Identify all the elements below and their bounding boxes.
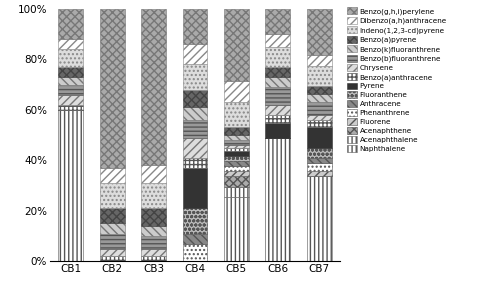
Bar [307,115,332,120]
Bar [266,105,290,115]
Bar [58,85,83,95]
Bar [224,9,249,81]
Bar [182,244,208,261]
Bar [100,256,124,261]
Bar [141,165,166,183]
Bar [100,208,124,224]
Bar [182,168,208,208]
Bar [182,158,208,168]
Bar [182,120,208,138]
Bar [224,148,249,151]
Bar [224,171,249,176]
Bar [307,163,332,171]
Legend: Benzo(g,h,i)perylene, Dibenzo(a,h)anthracene, Indeno(1,2,3-cd)pyrene, Benzo(a)py: Benzo(g,h,i)perylene, Dibenzo(a,h)anthra… [346,7,447,152]
Bar [224,135,249,140]
Bar [307,55,332,66]
Bar [100,9,124,168]
Bar [141,226,166,236]
Bar [307,148,332,158]
Bar [307,176,332,261]
Bar [266,47,290,67]
Bar [100,168,124,183]
Bar [100,183,124,208]
Bar [307,86,332,94]
Bar [307,94,332,102]
Bar [100,249,124,256]
Bar [182,64,208,90]
Bar [307,171,332,176]
Bar [100,233,124,249]
Bar [58,95,83,105]
Bar [58,49,83,67]
Bar [58,9,83,39]
Bar [307,9,332,55]
Bar [266,115,290,122]
Bar [58,67,83,77]
Bar [182,138,208,158]
Bar [266,123,290,138]
Bar [266,138,290,261]
Bar [182,44,208,64]
Bar [141,208,166,226]
Bar [307,120,332,127]
Bar [182,208,208,233]
Bar [224,140,249,146]
Bar [224,156,249,161]
Bar [224,166,249,171]
Bar [224,81,249,102]
Bar [224,187,249,197]
Bar [182,233,208,244]
Bar [141,9,166,165]
Bar [224,151,249,156]
Bar [307,66,332,86]
Bar [224,102,249,127]
Bar [266,87,290,105]
Bar [58,39,83,49]
Bar [141,256,166,261]
Bar [266,34,290,47]
Bar [182,90,208,108]
Bar [182,108,208,120]
Bar [266,9,290,34]
Bar [100,224,124,233]
Bar [266,67,290,77]
Bar [307,102,332,115]
Bar [58,110,83,261]
Bar [58,77,83,85]
Bar [224,176,249,187]
Bar [58,105,83,110]
Bar [141,236,166,249]
Bar [266,77,290,87]
Bar [307,127,332,148]
Bar [182,9,208,44]
Bar [141,249,166,256]
Bar [141,183,166,208]
Bar [307,158,332,163]
Bar [224,127,249,135]
Bar [224,161,249,166]
Bar [224,197,249,261]
Bar [224,146,249,148]
